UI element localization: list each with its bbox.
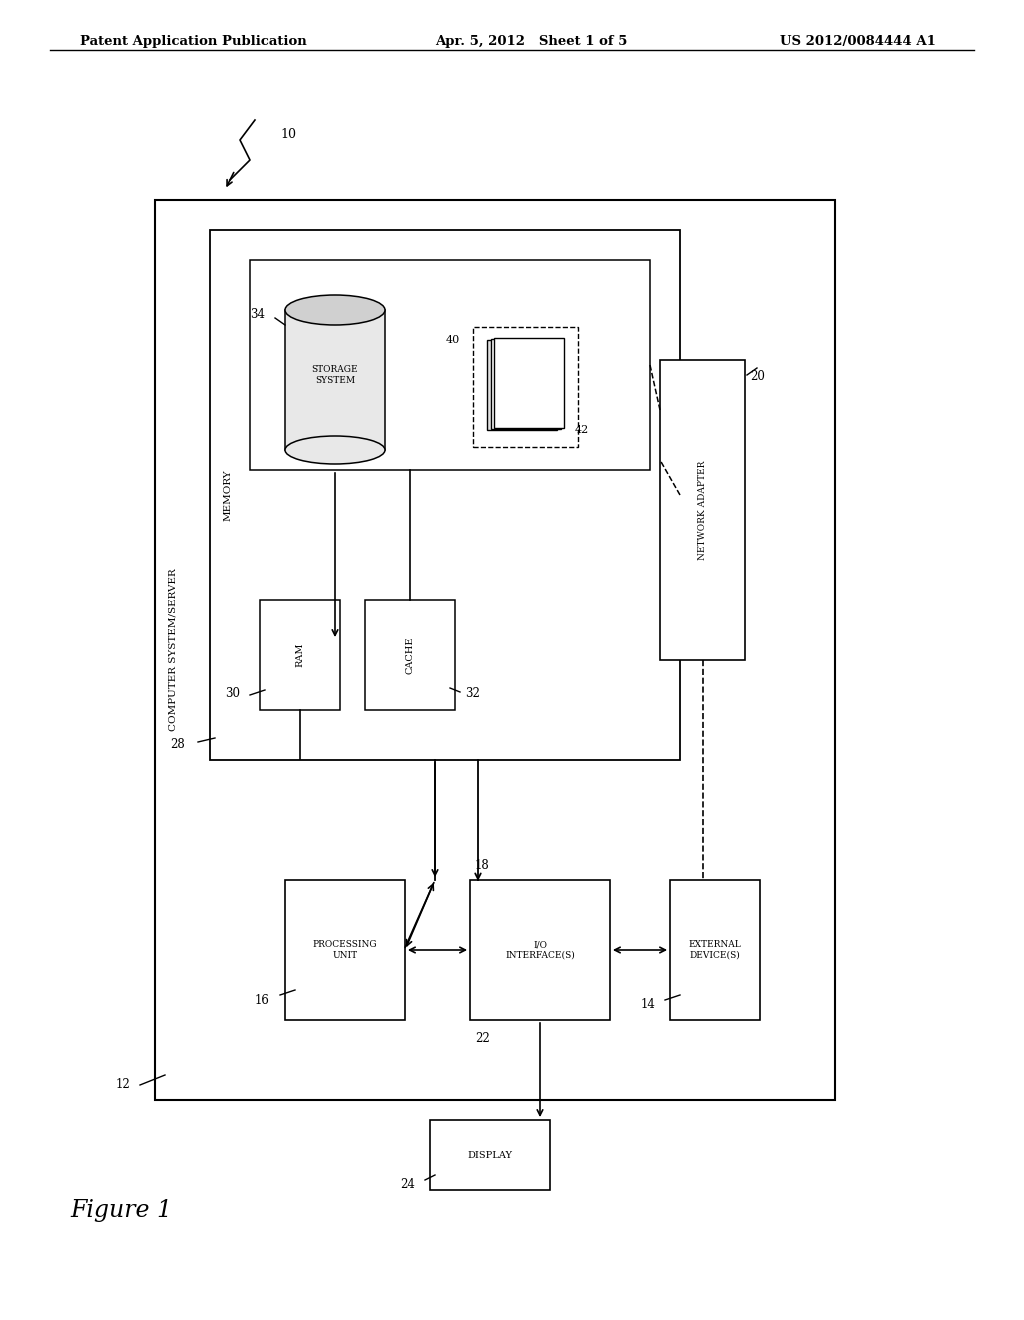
- Text: STORAGE
SYSTEM: STORAGE SYSTEM: [311, 366, 358, 384]
- FancyBboxPatch shape: [495, 338, 564, 428]
- Text: Figure 1: Figure 1: [70, 1199, 172, 1221]
- FancyBboxPatch shape: [260, 601, 340, 710]
- FancyBboxPatch shape: [487, 341, 557, 430]
- Text: COMPUTER SYSTEM/SERVER: COMPUTER SYSTEM/SERVER: [169, 569, 177, 731]
- Text: 32: 32: [465, 686, 480, 700]
- FancyBboxPatch shape: [660, 360, 745, 660]
- FancyBboxPatch shape: [670, 880, 760, 1020]
- Text: 14: 14: [640, 998, 655, 1011]
- Text: EXTERNAL
DEVICE(S): EXTERNAL DEVICE(S): [688, 940, 741, 960]
- Text: 12: 12: [116, 1078, 130, 1092]
- Ellipse shape: [285, 436, 385, 465]
- Text: 18: 18: [475, 859, 489, 873]
- FancyBboxPatch shape: [285, 310, 385, 450]
- FancyBboxPatch shape: [365, 601, 455, 710]
- Text: 30: 30: [225, 686, 240, 700]
- Text: 40: 40: [445, 335, 460, 345]
- Text: MEMORY: MEMORY: [223, 469, 232, 521]
- Text: 28: 28: [170, 738, 185, 751]
- Text: RAM: RAM: [296, 643, 304, 667]
- FancyBboxPatch shape: [210, 230, 680, 760]
- Text: 34: 34: [250, 309, 265, 322]
- Ellipse shape: [285, 294, 385, 325]
- Text: Apr. 5, 2012   Sheet 1 of 5: Apr. 5, 2012 Sheet 1 of 5: [435, 36, 628, 48]
- Text: NETWORK ADAPTER: NETWORK ADAPTER: [698, 461, 707, 560]
- FancyBboxPatch shape: [490, 339, 560, 429]
- FancyBboxPatch shape: [470, 880, 610, 1020]
- Text: 22: 22: [475, 1032, 489, 1045]
- Text: 42: 42: [575, 425, 589, 436]
- Text: 24: 24: [400, 1179, 415, 1192]
- Text: 10: 10: [280, 128, 296, 141]
- FancyBboxPatch shape: [430, 1119, 550, 1191]
- Text: 16: 16: [255, 994, 270, 1006]
- Text: 20: 20: [750, 370, 765, 383]
- Text: I/O
INTERFACE(S): I/O INTERFACE(S): [505, 940, 574, 960]
- FancyBboxPatch shape: [285, 880, 406, 1020]
- FancyBboxPatch shape: [250, 260, 650, 470]
- Text: DISPLAY: DISPLAY: [468, 1151, 512, 1159]
- Text: CACHE: CACHE: [406, 636, 415, 673]
- Text: Patent Application Publication: Patent Application Publication: [80, 36, 307, 48]
- Text: PROCESSING
UNIT: PROCESSING UNIT: [312, 940, 377, 960]
- FancyBboxPatch shape: [155, 201, 835, 1100]
- Text: US 2012/0084444 A1: US 2012/0084444 A1: [780, 36, 936, 48]
